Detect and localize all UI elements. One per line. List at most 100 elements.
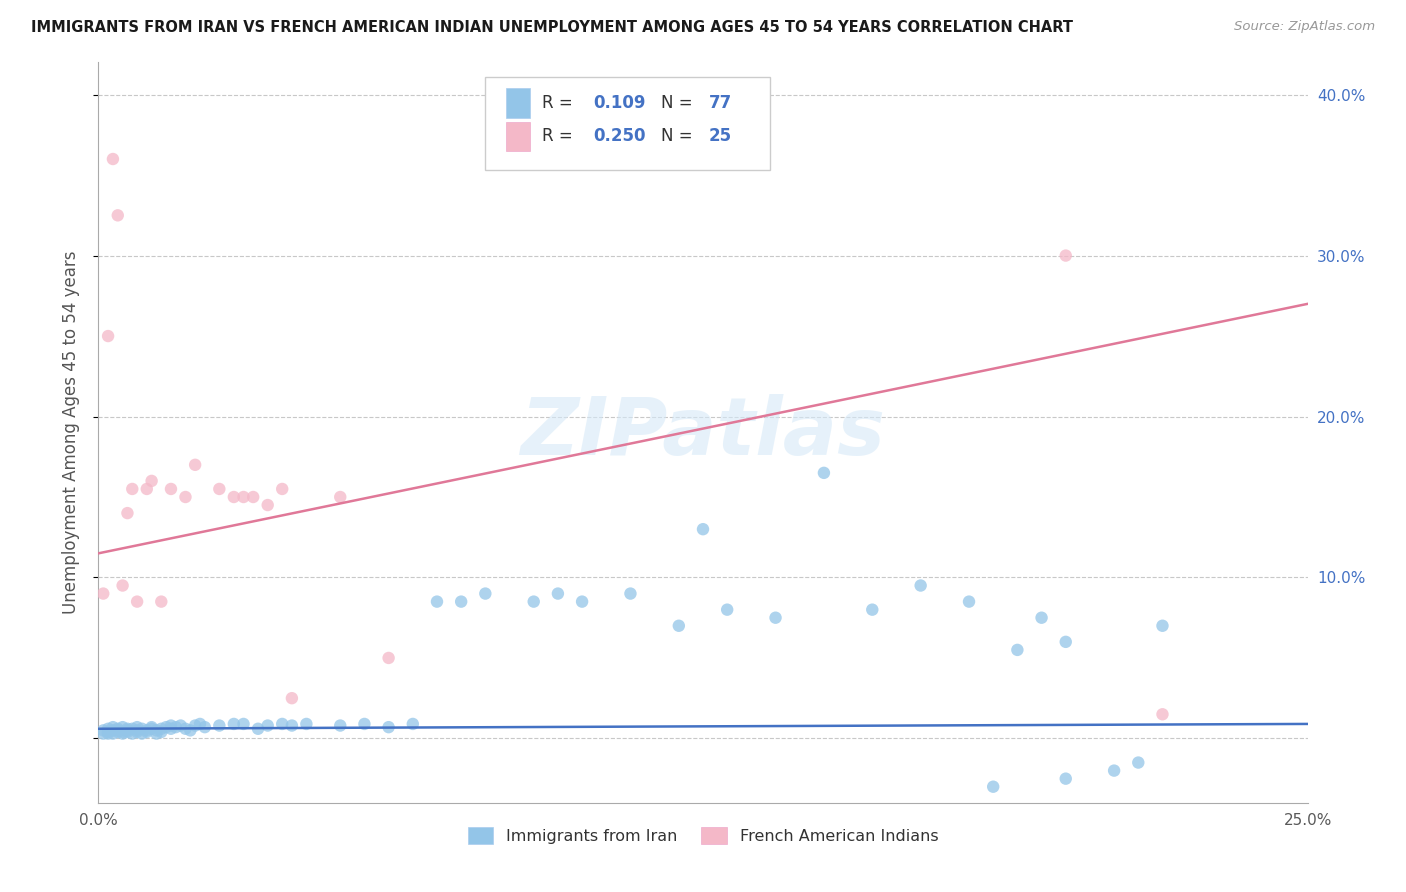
Point [271,717,294,731]
Point [1054,249,1077,263]
Point [121,482,143,496]
Point [547,586,569,600]
Point [117,723,139,738]
Point [121,726,143,740]
Point [179,723,201,738]
Point [141,722,163,736]
Point [101,723,124,738]
Point [160,482,183,496]
Point [135,482,157,496]
Text: IMMIGRANTS FROM IRAN VS FRENCH AMERICAN INDIAN UNEMPLOYMENT AMONG AGES 45 TO 54 : IMMIGRANTS FROM IRAN VS FRENCH AMERICAN … [31,20,1073,35]
Point [150,722,173,736]
Point [97,726,120,740]
Point [1031,610,1053,624]
Point [281,691,304,706]
Point [619,586,641,600]
Point [107,725,129,739]
Point [127,723,149,738]
Point [117,722,139,736]
Point [1102,764,1125,778]
Point [131,726,153,740]
Point [247,722,270,736]
Point [97,329,120,343]
Text: 77: 77 [709,95,733,112]
Point [111,720,134,734]
Point [141,474,163,488]
Point [91,726,114,740]
Point [450,594,472,608]
Point [329,718,352,732]
Point [377,720,399,734]
Point [131,722,153,736]
Point [271,482,294,496]
Point [256,718,278,732]
Point [150,594,173,608]
Point [174,722,197,736]
Text: R =: R = [543,128,578,145]
Point [329,490,352,504]
Point [910,578,932,592]
Point [860,602,883,616]
Point [957,594,980,608]
Text: 25: 25 [709,128,733,145]
Point [145,726,167,740]
Point [117,725,139,739]
FancyBboxPatch shape [485,78,769,169]
Point [377,651,399,665]
Point [194,720,217,734]
Point [169,718,191,732]
Point [692,522,714,536]
Point [571,594,593,608]
Point [208,482,231,496]
Point [91,723,114,738]
Point [155,720,177,734]
Point [97,725,120,739]
Point [107,208,129,222]
Text: ZIPatlas: ZIPatlas [520,393,886,472]
Point [353,717,375,731]
Point [141,720,163,734]
Point [107,723,129,738]
Point [813,466,835,480]
Point [184,718,207,732]
Point [111,725,134,739]
Point [1128,756,1150,770]
Text: N =: N = [661,128,697,145]
Point [208,718,231,732]
Text: N =: N = [661,95,697,112]
Point [127,594,149,608]
Text: Source: ZipAtlas.com: Source: ZipAtlas.com [1234,20,1375,33]
Point [111,726,134,740]
Point [256,498,278,512]
Point [101,720,124,734]
Point [222,717,245,731]
Point [165,720,187,734]
Point [111,578,134,592]
Y-axis label: Unemployment Among Ages 45 to 54 years: Unemployment Among Ages 45 to 54 years [62,251,80,615]
Text: R =: R = [543,95,578,112]
Point [281,718,304,732]
Point [222,490,245,504]
Text: 0.109: 0.109 [593,95,645,112]
Point [97,722,120,736]
Point [1152,619,1174,633]
Point [117,506,139,520]
Point [232,490,254,504]
Point [1152,707,1174,722]
Point [145,723,167,738]
Point [1054,635,1077,649]
Point [402,717,425,731]
Point [91,586,114,600]
Point [668,619,690,633]
Point [981,780,1004,794]
Point [523,594,546,608]
Point [765,610,787,624]
Point [242,490,264,504]
Point [135,723,157,738]
Point [1007,643,1029,657]
FancyBboxPatch shape [506,121,530,152]
Point [107,722,129,736]
FancyBboxPatch shape [506,88,530,118]
Point [101,152,124,166]
Point [160,718,183,732]
